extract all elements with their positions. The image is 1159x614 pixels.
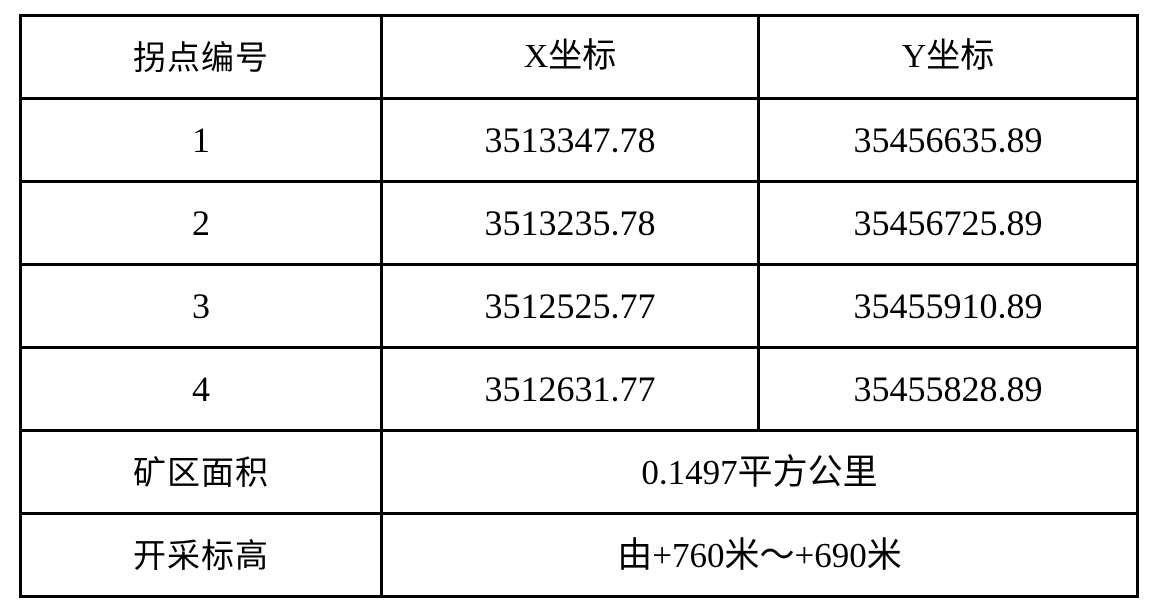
x-coordinate-cell: 3513347.78 xyxy=(380,97,760,183)
point-id-cell: 4 xyxy=(19,346,383,432)
header-y-coordinate: Y坐标 xyxy=(757,14,1139,100)
summary-row-elevation: 开采标高 由+760米～+690米 xyxy=(19,512,1139,598)
y-coordinate-cell: 35455910.89 xyxy=(757,263,1139,349)
point-id-cell: 2 xyxy=(19,180,383,266)
x-coordinate-cell: 3513235.78 xyxy=(380,180,760,266)
x-coordinate-cell: 3512525.77 xyxy=(380,263,760,349)
header-point-number: 拐点编号 xyxy=(19,14,383,100)
y-coordinate-cell: 35455828.89 xyxy=(757,346,1139,432)
mining-area-value: 0.1497平方公里 xyxy=(380,429,1139,515)
x-coordinate-cell: 3512631.77 xyxy=(380,346,760,432)
mining-area-label: 矿区面积 xyxy=(19,429,383,515)
y-coordinate-cell: 35456635.89 xyxy=(757,97,1139,183)
header-row: 拐点编号 X坐标 Y坐标 xyxy=(19,14,1139,100)
table-row: 2 3513235.78 35456725.89 xyxy=(19,180,1139,266)
mining-elevation-label: 开采标高 xyxy=(19,512,383,598)
mining-coordinates-table: 拐点编号 X坐标 Y坐标 1 3513347.78 35456635.89 2 … xyxy=(19,14,1139,598)
table-row: 3 3512525.77 35455910.89 xyxy=(19,263,1139,349)
mining-elevation-value: 由+760米～+690米 xyxy=(380,512,1139,598)
point-id-cell: 3 xyxy=(19,263,383,349)
summary-row-area: 矿区面积 0.1497平方公里 xyxy=(19,429,1139,515)
table-row: 4 3512631.77 35455828.89 xyxy=(19,346,1139,432)
table-row: 1 3513347.78 35456635.89 xyxy=(19,97,1139,183)
point-id-cell: 1 xyxy=(19,97,383,183)
y-coordinate-cell: 35456725.89 xyxy=(757,180,1139,266)
header-x-coordinate: X坐标 xyxy=(380,14,760,100)
